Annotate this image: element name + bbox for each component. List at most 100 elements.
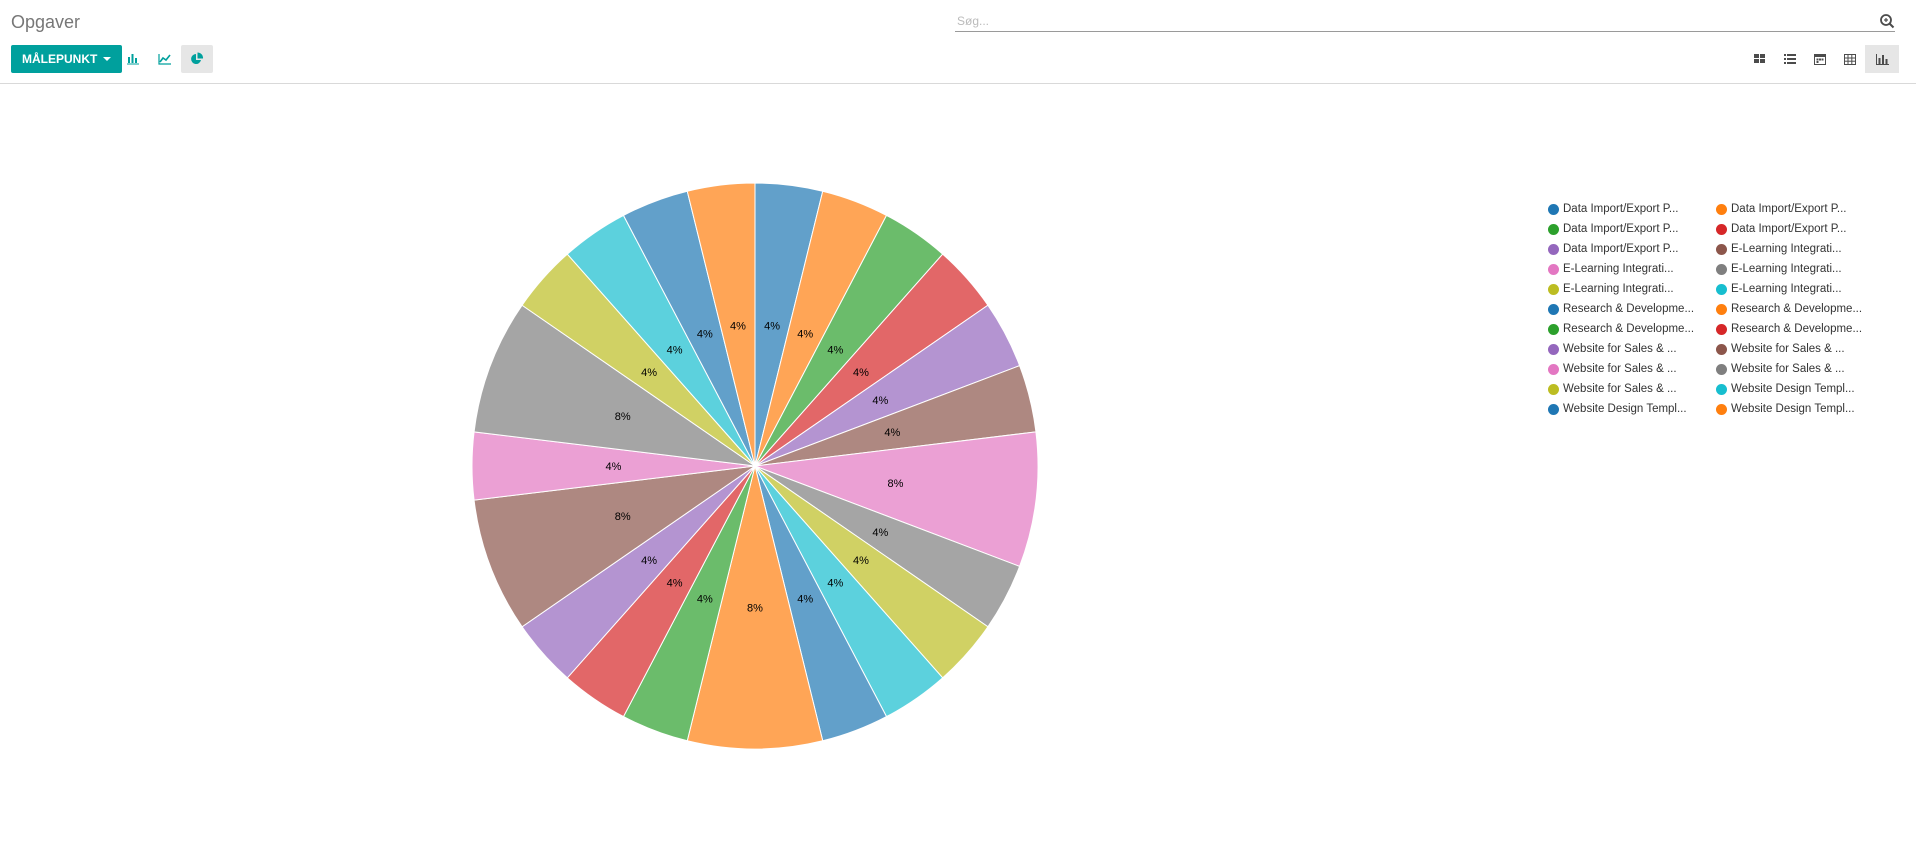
legend-color-dot <box>1716 263 1727 275</box>
pivot-view-button[interactable] <box>1835 45 1865 73</box>
search-bar <box>955 11 1895 32</box>
legend-label: Website Design Templ... <box>1563 403 1687 415</box>
legend-color-dot <box>1548 343 1559 355</box>
legend-color-dot <box>1548 303 1559 315</box>
legend-color-dot <box>1716 403 1727 415</box>
legend-item[interactable]: Website for Sales & ... <box>1548 362 1716 376</box>
legend-label: Research & Developme... <box>1563 323 1695 335</box>
legend-item[interactable]: Data Import/Export P... <box>1716 222 1884 236</box>
legend-color-dot <box>1716 223 1727 235</box>
pie-slice[interactable] <box>473 465 756 628</box>
slice-label: 4% <box>606 461 622 473</box>
pie-slice[interactable] <box>686 182 756 467</box>
slice-label: 8% <box>888 478 904 490</box>
legend-color-dot <box>1548 363 1559 375</box>
slice-label: 4% <box>730 321 746 333</box>
graph-view-button[interactable] <box>1865 45 1899 73</box>
legend-item[interactable]: Website Design Templ... <box>1548 402 1716 416</box>
legend-item[interactable]: Research & Developme... <box>1716 302 1884 316</box>
legend-color-dot <box>1548 283 1559 295</box>
control-panel: Opgaver MÅLEPUNKT <box>0 0 1916 84</box>
legend-label: Website Design Templ... <box>1731 383 1855 395</box>
legend-label: Research & Developme... <box>1563 303 1695 315</box>
slice-label: 4% <box>872 527 888 539</box>
legend-item[interactable]: Website Design Templ... <box>1716 382 1884 396</box>
slice-label: 8% <box>615 511 631 523</box>
legend-label: Data Import/Export P... <box>1563 243 1679 255</box>
legend-label: E-Learning Integrati... <box>1563 263 1674 275</box>
pie-slice[interactable] <box>473 304 756 467</box>
legend-label: Data Import/Export P... <box>1731 203 1847 215</box>
legend-color-dot <box>1548 263 1559 275</box>
slice-label: 4% <box>697 593 713 605</box>
slice-label: 4% <box>827 345 843 357</box>
legend-item[interactable]: E-Learning Integrati... <box>1548 282 1716 296</box>
legend-item[interactable]: Website for Sales & ... <box>1716 342 1884 356</box>
kanban-view-button[interactable] <box>1745 45 1775 73</box>
legend-color-dot <box>1548 383 1559 395</box>
legend-item[interactable]: Data Import/Export P... <box>1716 202 1884 216</box>
legend-label: Research & Developme... <box>1731 323 1863 335</box>
pie-chart-mode-button[interactable] <box>181 45 213 73</box>
breadcrumb[interactable]: Opgaver <box>11 12 81 32</box>
line-chart-mode-button[interactable] <box>149 45 181 73</box>
slice-label: 4% <box>853 555 869 567</box>
bar-chart-icon <box>127 54 139 65</box>
search-icon[interactable] <box>1879 13 1895 29</box>
legend-item[interactable]: E-Learning Integrati... <box>1716 282 1884 296</box>
search-input[interactable] <box>955 11 1857 31</box>
list-icon <box>1784 54 1796 64</box>
legend-item[interactable]: Website for Sales & ... <box>1548 342 1716 356</box>
slice-label: 4% <box>853 367 869 379</box>
legend-color-dot <box>1716 323 1727 335</box>
slice-label: 8% <box>747 603 763 615</box>
slice-label: 4% <box>667 577 683 589</box>
legend-item[interactable]: Research & Developme... <box>1548 322 1716 336</box>
legend-label: Website for Sales & ... <box>1563 343 1677 355</box>
slice-label: 4% <box>697 329 713 341</box>
pie-chart-icon <box>191 52 204 64</box>
slice-label: 4% <box>641 555 657 567</box>
legend-item[interactable]: Website for Sales & ... <box>1716 362 1884 376</box>
legend-label: Website for Sales & ... <box>1731 343 1845 355</box>
legend-label: Data Import/Export P... <box>1563 203 1679 215</box>
list-view-button[interactable] <box>1775 45 1805 73</box>
legend-item[interactable]: Research & Developme... <box>1548 302 1716 316</box>
graph-icon <box>1875 53 1889 65</box>
slice-label: 4% <box>797 329 813 341</box>
slice-label: 4% <box>764 321 780 333</box>
legend-item[interactable]: E-Learning Integrati... <box>1716 242 1884 256</box>
bar-chart-mode-button[interactable] <box>117 45 149 73</box>
legend-label: Website for Sales & ... <box>1563 363 1677 375</box>
calendar-icon <box>1814 54 1826 65</box>
pie-chart: 4% 4% 4% 4% 4% 4% 8% 4% 4% 4% 4% 8% 4% 4% 4% 8% 4% 8% 4% 4%… <box>471 182 1039 750</box>
legend-color-dot <box>1548 223 1559 235</box>
measures-label: MÅLEPUNKT <box>22 52 98 66</box>
chart-legend: Data Import/Export P... Data Import/Expor… <box>1548 202 1888 416</box>
pie-slice[interactable] <box>686 465 824 750</box>
legend-color-dot <box>1716 363 1727 375</box>
legend-label: E-Learning Integrati... <box>1731 243 1842 255</box>
measures-dropdown-button[interactable]: MÅLEPUNKT <box>11 45 123 73</box>
legend-label: Website Design Templ... <box>1731 403 1855 415</box>
legend-item[interactable]: Research & Developme... <box>1716 322 1884 336</box>
legend-label: Data Import/Export P... <box>1731 223 1847 235</box>
legend-label: E-Learning Integrati... <box>1731 283 1842 295</box>
legend-color-dot <box>1716 343 1727 355</box>
legend-item[interactable]: Data Import/Export P... <box>1548 242 1716 256</box>
legend-item[interactable]: Data Import/Export P... <box>1548 222 1716 236</box>
slice-label: 8% <box>615 411 631 423</box>
legend-color-dot <box>1716 243 1727 255</box>
legend-item[interactable]: E-Learning Integrati... <box>1548 262 1716 276</box>
legend-item[interactable]: Data Import/Export P... <box>1548 202 1716 216</box>
legend-item[interactable]: Website Design Templ... <box>1716 402 1884 416</box>
pie-slice[interactable] <box>754 431 1039 567</box>
slice-label: 4% <box>872 395 888 407</box>
line-chart-icon <box>158 54 171 65</box>
legend-color-dot <box>1548 323 1559 335</box>
legend-item[interactable]: Website for Sales & ... <box>1548 382 1716 396</box>
legend-color-dot <box>1716 283 1727 295</box>
legend-color-dot <box>1548 243 1559 255</box>
calendar-view-button[interactable] <box>1805 45 1835 73</box>
legend-item[interactable]: E-Learning Integrati... <box>1716 262 1884 276</box>
